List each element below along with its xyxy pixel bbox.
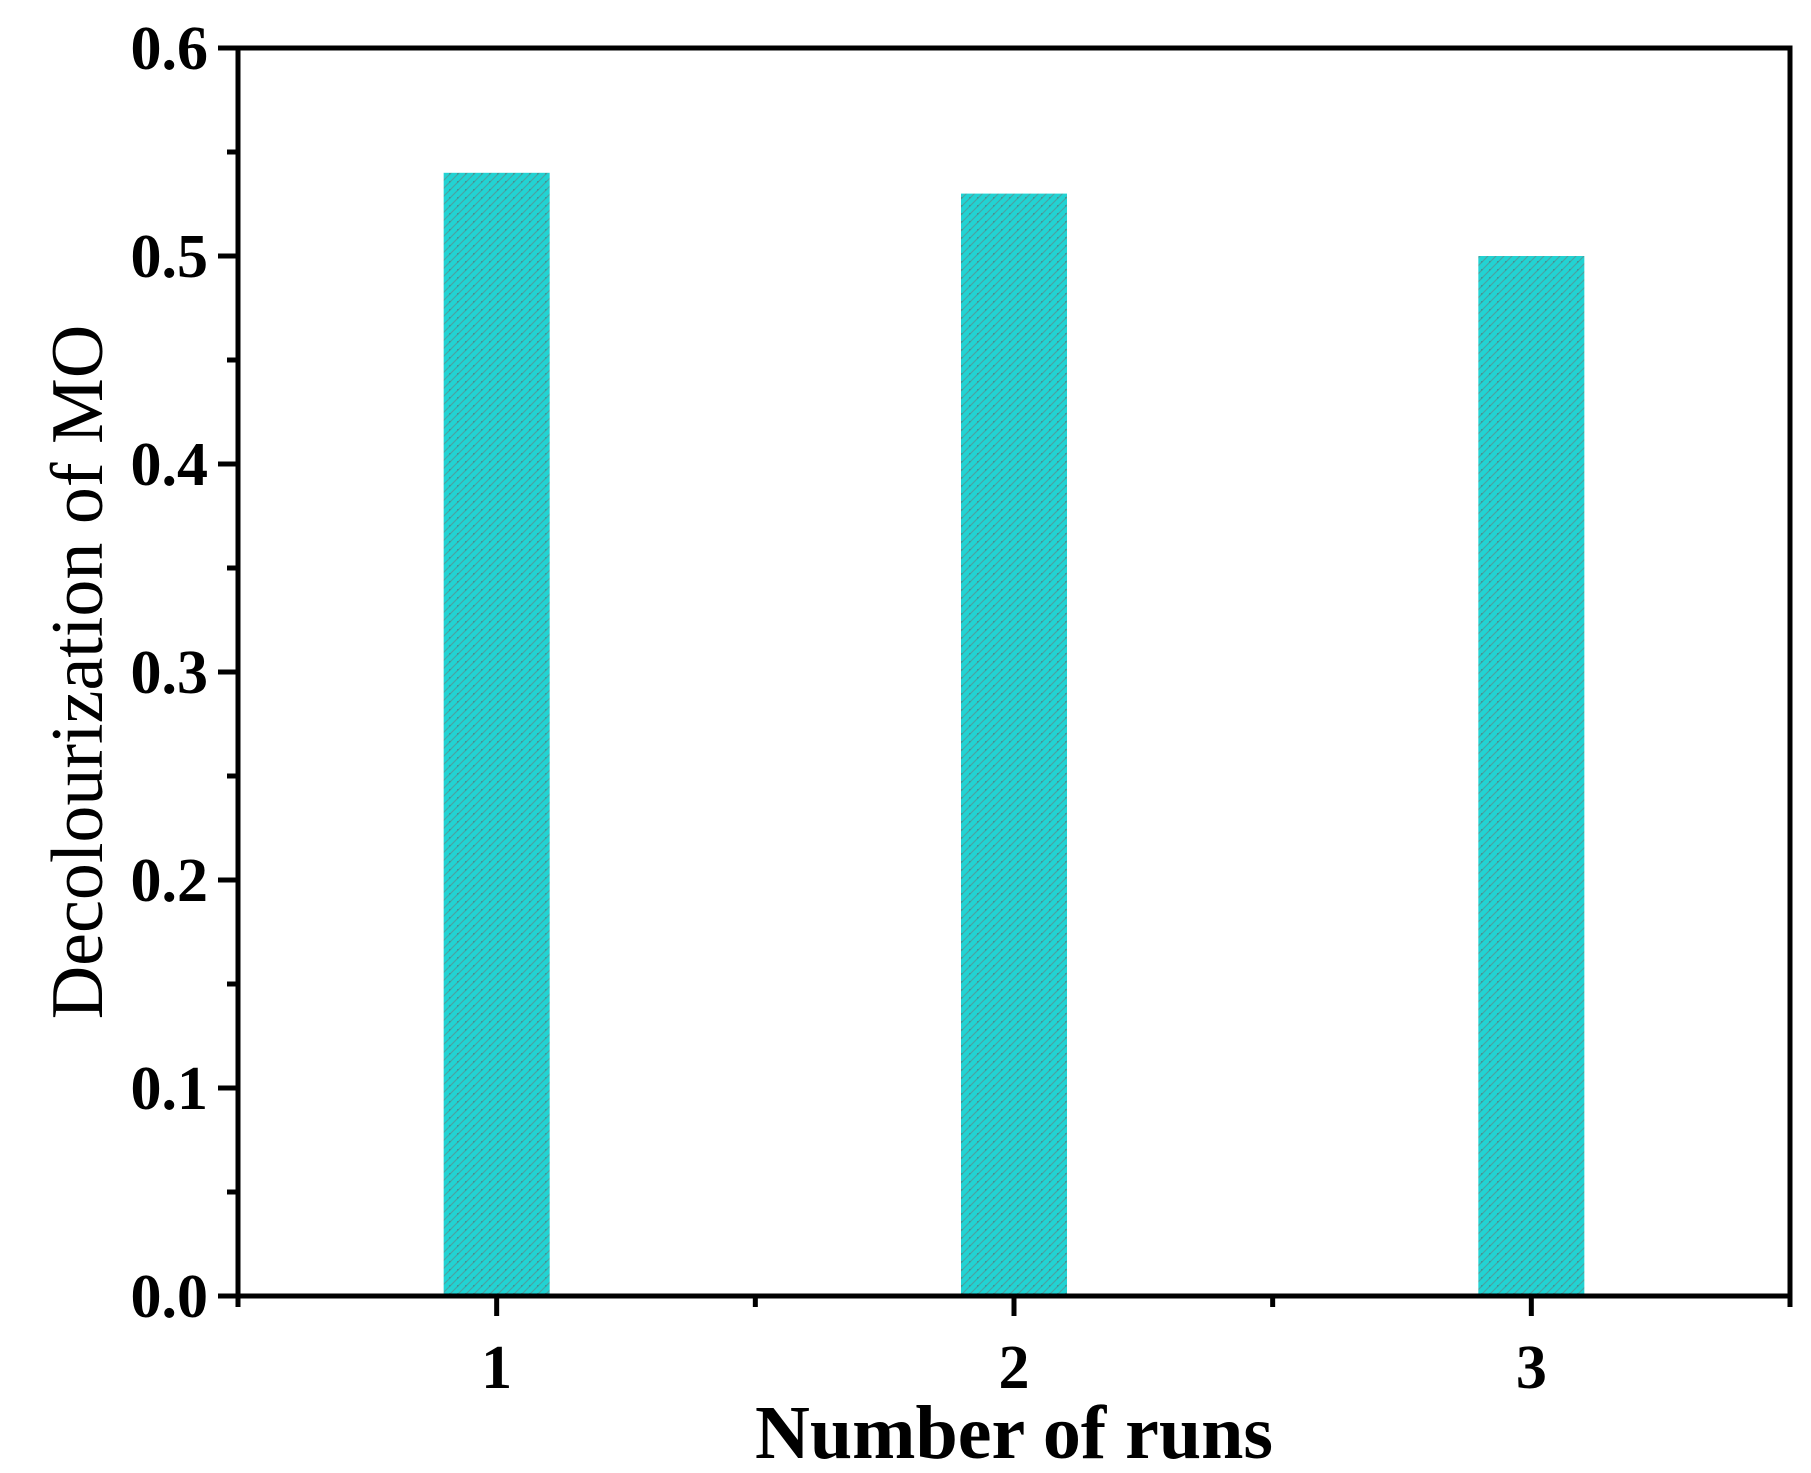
y-tick-label: 0.3 xyxy=(131,639,209,707)
y-tick-label: 0.4 xyxy=(131,431,209,499)
x-tick-label: 1 xyxy=(481,1334,512,1402)
x-axis-title: Number of runs xyxy=(755,1391,1273,1473)
x-tick-label: 3 xyxy=(1516,1334,1547,1402)
y-tick-label: 0.5 xyxy=(131,223,209,291)
bar-run-3 xyxy=(1478,256,1585,1296)
ticks-group: 0.0 0.1 0.2 0.3 0.4 0.5 0.6 1 2 3 xyxy=(131,15,1793,1402)
y-tick-label: 0.1 xyxy=(131,1055,209,1123)
y-tick-label: 0.0 xyxy=(131,1263,209,1331)
y-tick-label: 0.6 xyxy=(131,15,209,83)
bar-run-1 xyxy=(443,172,550,1296)
bar-run-2 xyxy=(961,193,1067,1297)
y-axis-title: Decolourization of MO xyxy=(37,325,119,1020)
y-tick-label: 0.2 xyxy=(131,847,209,915)
x-tick-label: 2 xyxy=(999,1334,1030,1402)
bars-group xyxy=(443,172,1585,1297)
